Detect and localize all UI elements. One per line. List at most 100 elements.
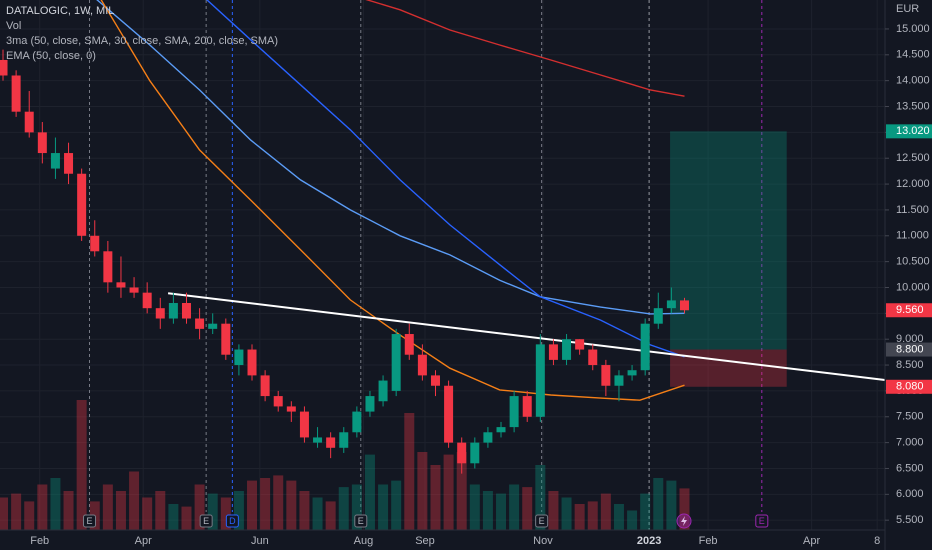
volume-bar	[509, 484, 520, 530]
y-tick-label: 7.000	[896, 437, 924, 449]
alert-icon[interactable]	[676, 513, 692, 529]
event-badge[interactable]	[354, 514, 368, 528]
x-tick-label: Aug	[354, 535, 374, 547]
volume-bar	[11, 493, 22, 530]
y-tick-label: 8.500	[896, 359, 924, 371]
x-tick-label: Feb	[699, 535, 718, 547]
event-label: D	[229, 516, 236, 526]
candle-body	[430, 375, 440, 386]
candle-body	[142, 292, 152, 309]
price-label-box	[886, 342, 932, 357]
volume-bar	[0, 497, 9, 530]
candle-body	[299, 411, 309, 438]
trendline	[167, 292, 885, 381]
volume-bar	[129, 471, 140, 530]
event-badge[interactable]	[225, 514, 239, 528]
volume-bar	[456, 452, 467, 530]
volume-bar	[50, 478, 61, 530]
candle-body	[339, 432, 349, 448]
volume-bar	[286, 480, 297, 530]
y-tick-label: 12.000	[896, 178, 930, 190]
volume-bar	[600, 493, 611, 530]
currency: EUR	[896, 3, 919, 15]
volume-bar	[378, 484, 389, 530]
candle-body	[404, 334, 414, 355]
candle-body	[11, 75, 21, 112]
candle-body	[0, 59, 8, 76]
volume-bar	[181, 506, 192, 530]
x-tick-label: Feb	[30, 535, 49, 547]
volume-bar	[299, 491, 310, 530]
candle-body	[653, 308, 663, 324]
candle-body	[286, 406, 296, 412]
ma-line	[206, 0, 685, 358]
event-badge[interactable]	[755, 514, 769, 528]
price-label-box	[886, 303, 932, 318]
candle-body	[50, 153, 60, 169]
candle-layer	[0, 49, 689, 474]
candle-body	[562, 339, 572, 360]
x-tick-label: 8	[874, 535, 880, 547]
volume-bar	[102, 484, 113, 530]
candle-body	[601, 365, 611, 386]
position-layer	[670, 131, 787, 387]
legend: DATALOGIC, 1W, MIL Vol 3ma (50, close, S…	[6, 3, 919, 62]
event-badge[interactable]	[535, 514, 549, 528]
event-badge[interactable]	[199, 514, 213, 528]
volume-bar	[260, 478, 271, 530]
volume-bar	[430, 465, 441, 530]
price-label: 13.020	[896, 125, 930, 137]
candle-body	[64, 153, 74, 174]
symbol-title: DATALOGIC, 1W, MIL	[6, 5, 114, 17]
candle-body	[168, 303, 178, 319]
volume-bar	[155, 491, 166, 530]
ma-line	[365, 0, 685, 97]
y-tick-label: 6.500	[896, 462, 924, 474]
volume-bar	[496, 493, 507, 530]
y-tick-label: 14.000	[896, 75, 930, 87]
candle-body	[116, 282, 126, 288]
volume-bar	[613, 504, 624, 530]
candle-body	[509, 396, 519, 428]
event-label: E	[87, 516, 93, 526]
candle-body	[352, 411, 362, 433]
event-badge[interactable]	[83, 514, 97, 528]
candle-body	[666, 300, 676, 309]
candle-body	[588, 349, 598, 366]
candle-body	[548, 344, 558, 360]
y-tick-label: 7.500	[896, 411, 924, 423]
volume-bar	[561, 497, 572, 530]
volume-bar	[338, 487, 349, 530]
candle-body	[365, 396, 375, 412]
indicator-layer	[96, 0, 885, 401]
ma-line	[96, 0, 685, 315]
x-tick-label: Apr	[135, 535, 152, 547]
price-label: 9.560	[896, 304, 924, 316]
volume-bar	[247, 480, 258, 530]
candle-body	[24, 111, 34, 133]
target-zone	[670, 131, 787, 350]
legend-entry: EMA (50, close, 0)	[6, 50, 96, 62]
volume-bar	[233, 491, 244, 530]
price-label-box	[886, 379, 932, 394]
volume-bar	[63, 491, 74, 530]
volume-bar	[24, 501, 35, 530]
candle-body	[155, 308, 165, 319]
volume-bar	[273, 475, 284, 530]
candle-body	[129, 287, 139, 293]
y-tick-label: 9.000	[896, 333, 924, 345]
candle-body	[273, 396, 283, 407]
candle-body	[483, 432, 493, 443]
candle-body	[181, 303, 191, 319]
volume-bar	[627, 510, 638, 530]
volume-bar	[640, 493, 651, 530]
y-tick-label: 14.500	[896, 49, 930, 61]
candle-body	[195, 318, 205, 329]
candle-body	[326, 437, 336, 448]
volume-bar	[653, 478, 664, 530]
price-label-box	[886, 124, 932, 139]
y-tick-label: 5.500	[896, 514, 924, 526]
price-label: 8.800	[896, 343, 924, 355]
